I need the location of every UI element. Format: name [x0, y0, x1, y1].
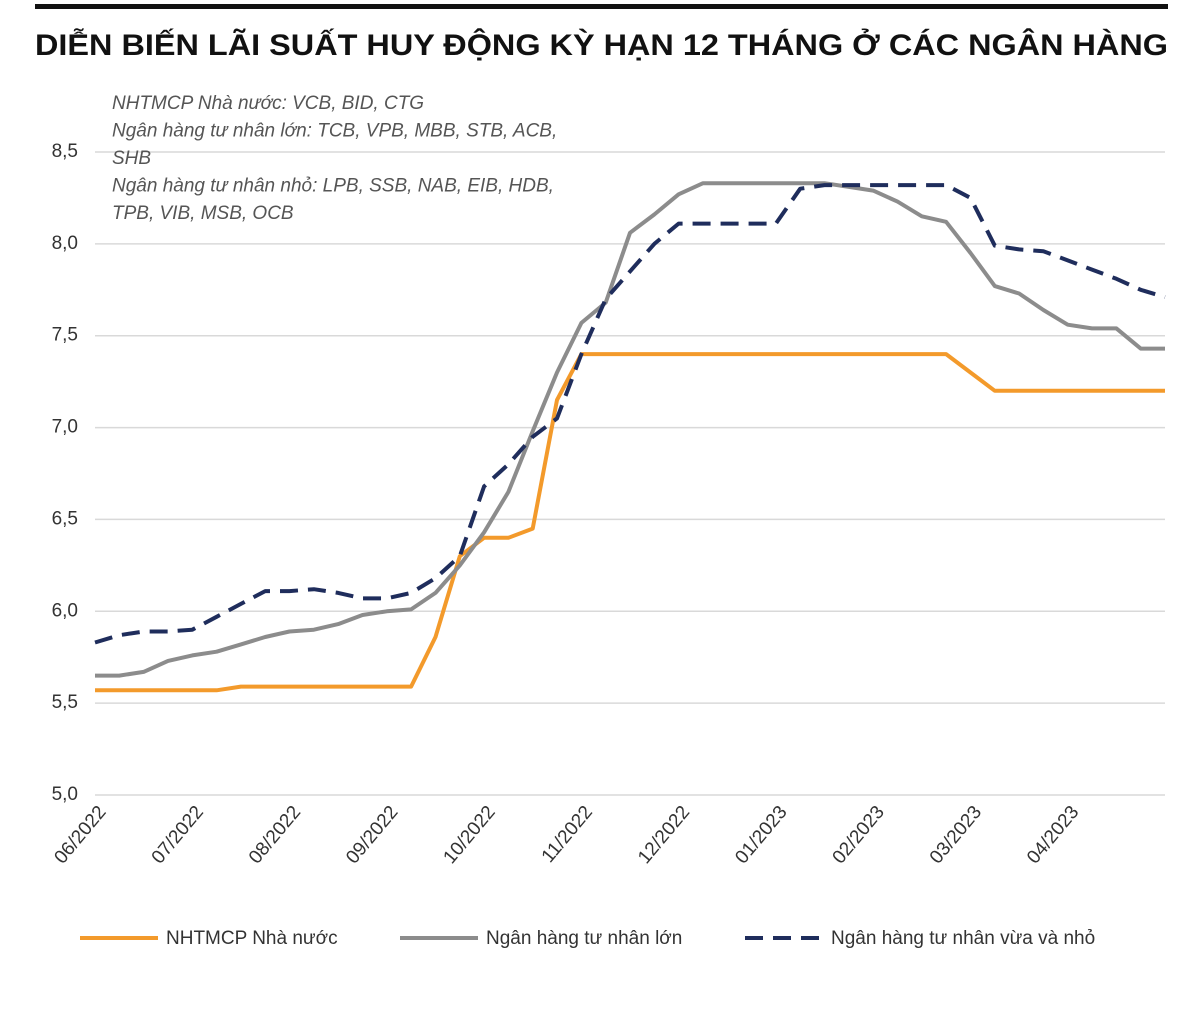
x-tick-label: 09/2022 [342, 802, 402, 868]
chart-title: DIỄN BIẾN LÃI SUẤT HUY ĐỘNG KỲ HẠN 12 TH… [35, 28, 1168, 62]
x-tick-label: 07/2022 [148, 802, 208, 868]
y-tick-label: 6,0 [52, 600, 78, 621]
y-tick-label: 7,0 [52, 417, 78, 438]
annotation: SHB [112, 148, 151, 169]
legend-label: NHTMCP Nhà nước [166, 928, 338, 949]
annotation: TPB, VIB, MSB, OCB [112, 203, 294, 224]
x-tick-label: 02/2023 [829, 802, 889, 868]
series-line [95, 352, 1165, 693]
x-tick-label: 04/2023 [1023, 802, 1083, 868]
series-line [94, 183, 1166, 645]
legend-label: Ngân hàng tư nhân vừa và nhỏ [831, 928, 1095, 949]
x-tick-label: 12/2022 [634, 802, 694, 868]
y-tick-label: 8,5 [52, 141, 78, 162]
x-tick-label: 06/2022 [50, 802, 110, 868]
annotation: Ngân hàng tư nhân lớn: TCB, VPB, MBB, ST… [112, 121, 557, 142]
y-tick-label: 5,5 [52, 692, 78, 713]
series-line [95, 181, 1165, 678]
x-tick-label: 08/2022 [245, 802, 305, 868]
legend-label: Ngân hàng tư nhân lớn [486, 928, 682, 949]
y-tick-label: 6,5 [52, 508, 78, 529]
x-tick-label: 11/2022 [538, 802, 597, 867]
y-tick-label: 7,5 [52, 325, 78, 346]
y-tick-label: 8,0 [52, 233, 78, 254]
y-tick-label: 5,0 [52, 784, 78, 805]
x-tick-label: 03/2023 [926, 802, 986, 868]
title-rule [35, 4, 1168, 9]
x-tick-label: 01/2023 [731, 802, 791, 868]
x-tick-label: 10/2022 [440, 802, 500, 868]
annotation: NHTMCP Nhà nước: VCB, BID, CTG [112, 93, 424, 114]
annotation: Ngân hàng tư nhân nhỏ: LPB, SSB, NAB, EI… [112, 176, 554, 197]
